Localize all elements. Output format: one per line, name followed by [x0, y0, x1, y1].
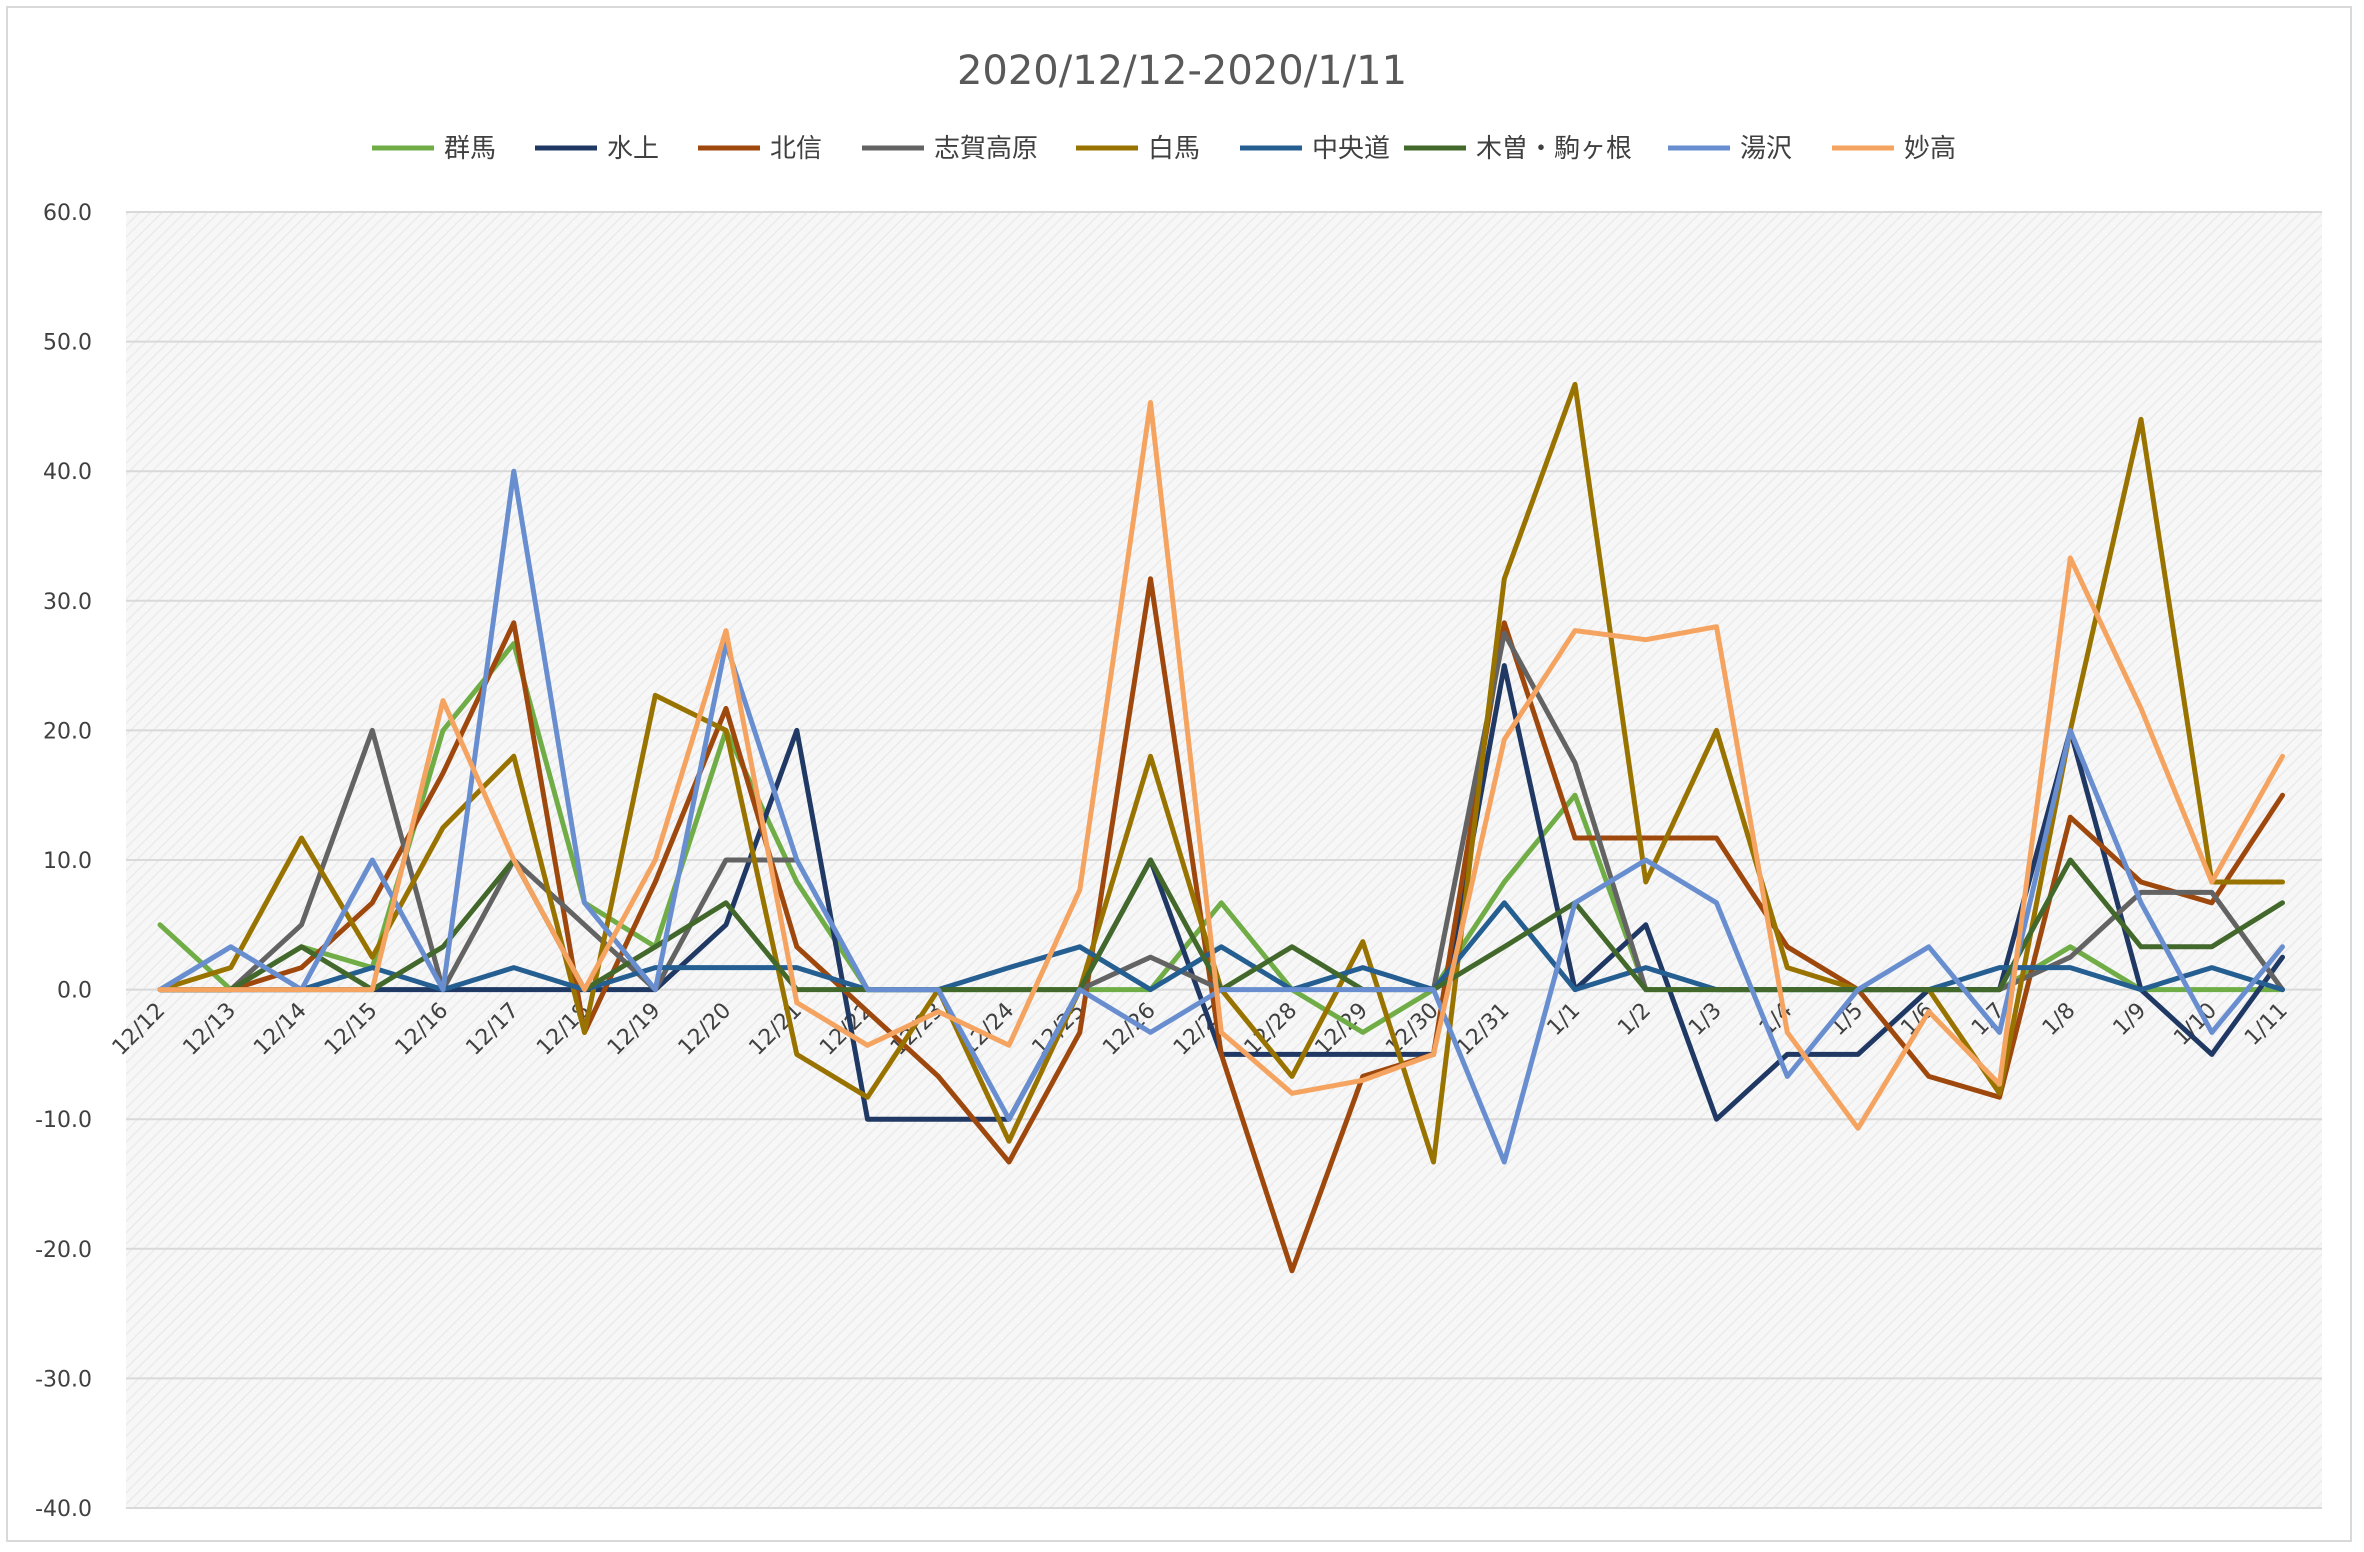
legend-label: 白馬 — [1148, 134, 1200, 164]
y-tick-label: -40.0 — [35, 1497, 92, 1522]
legend-label: 木曽・駒ヶ根 — [1476, 134, 1632, 164]
chart-title: 2020/12/12-2020/1/11 — [957, 48, 1407, 94]
legend-label: 湯沢 — [1740, 134, 1792, 164]
series-lines — [157, 381, 2285, 1274]
legend-label: 群馬 — [444, 134, 496, 164]
y-tick-label: -10.0 — [35, 1108, 92, 1133]
legend-label: 中央道 — [1312, 134, 1390, 164]
y-tick-label: 50.0 — [43, 331, 92, 356]
legend-label: 志賀高原 — [934, 134, 1038, 164]
y-axis: 60.0 50.0 40.0 30.0 20.0 10.0 0.0 -10.0 -20.0 -30… — [35, 201, 92, 1522]
legend-label: 水上 — [607, 134, 659, 164]
y-tick-label: 30.0 — [43, 590, 92, 615]
y-tick-label: 20.0 — [43, 719, 92, 744]
y-tick-label: 60.0 — [43, 201, 92, 226]
legend-label: 妙高 — [1904, 134, 1956, 164]
y-tick-label: -20.0 — [35, 1238, 92, 1263]
legend: 群馬 水上 北信 志賀高原 白馬 中央道 木曽・駒ヶ根 湯沢 妙高 — [372, 134, 1956, 164]
y-tick-label: 40.0 — [43, 460, 92, 485]
series-line — [1431, 630, 1649, 993]
series-line — [157, 576, 2285, 1274]
y-tick-label: 10.0 — [43, 849, 92, 874]
legend-label: 北信 — [770, 134, 822, 164]
y-tick-label: 0.0 — [57, 979, 92, 1004]
series-line — [157, 400, 2285, 1131]
y-tick-label: -30.0 — [35, 1367, 92, 1392]
series-line — [157, 468, 2285, 1165]
series-line — [1077, 954, 1224, 993]
